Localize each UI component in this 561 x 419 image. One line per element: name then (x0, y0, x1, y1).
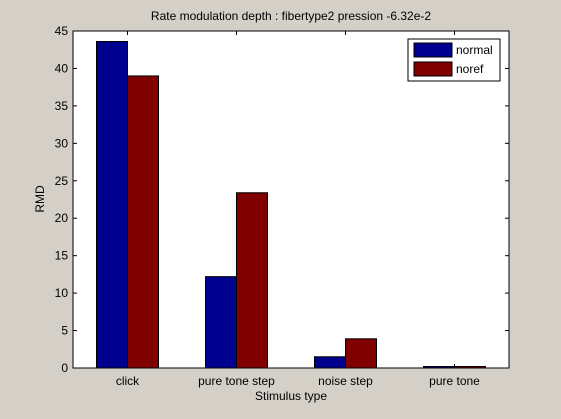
bars-group (96, 40, 486, 369)
y-tick-label: 25 (55, 174, 69, 188)
x-axis-label: Stimulus type (255, 389, 327, 403)
y-tick-label: 45 (55, 24, 69, 38)
y-tick-label: 20 (55, 211, 69, 225)
bar-normal-noise-step (314, 356, 346, 369)
x-tick-label: noise step (318, 374, 373, 388)
legend-swatch-noref (413, 61, 453, 77)
bar-noref-pure-tone-step (236, 192, 268, 369)
y-axis: 0 5 10 15 20 25 30 35 40 45 (55, 24, 509, 375)
y-tick-label: 0 (61, 361, 68, 375)
legend-label-normal: normal (456, 43, 493, 57)
chart-title: Rate modulation depth : fibertype2 press… (151, 9, 431, 23)
bar-noref-noise-step (345, 338, 377, 369)
y-tick-label: 15 (55, 249, 69, 263)
bar-normal-pure-tone-step (205, 276, 237, 369)
y-tick-label: 10 (55, 286, 69, 300)
x-tick-label: pure tone (429, 374, 480, 388)
bar-normal-click (96, 40, 128, 369)
y-tick-label: 5 (61, 324, 68, 338)
legend-label-noref: noref (456, 62, 484, 76)
legend-swatch-normal (413, 42, 453, 58)
x-axis: click pure tone step noise step pure tone (116, 31, 480, 388)
y-tick-label: 30 (55, 136, 69, 150)
plot-frame (72, 30, 510, 369)
x-tick-label: click (116, 374, 140, 388)
y-axis-label: RMD (33, 185, 47, 213)
y-tick-label: 40 (55, 61, 69, 75)
legend: normal noref (407, 38, 501, 82)
bar-noref-click (127, 75, 159, 369)
x-tick-label: pure tone step (198, 374, 275, 388)
y-tick-label: 35 (55, 99, 69, 113)
